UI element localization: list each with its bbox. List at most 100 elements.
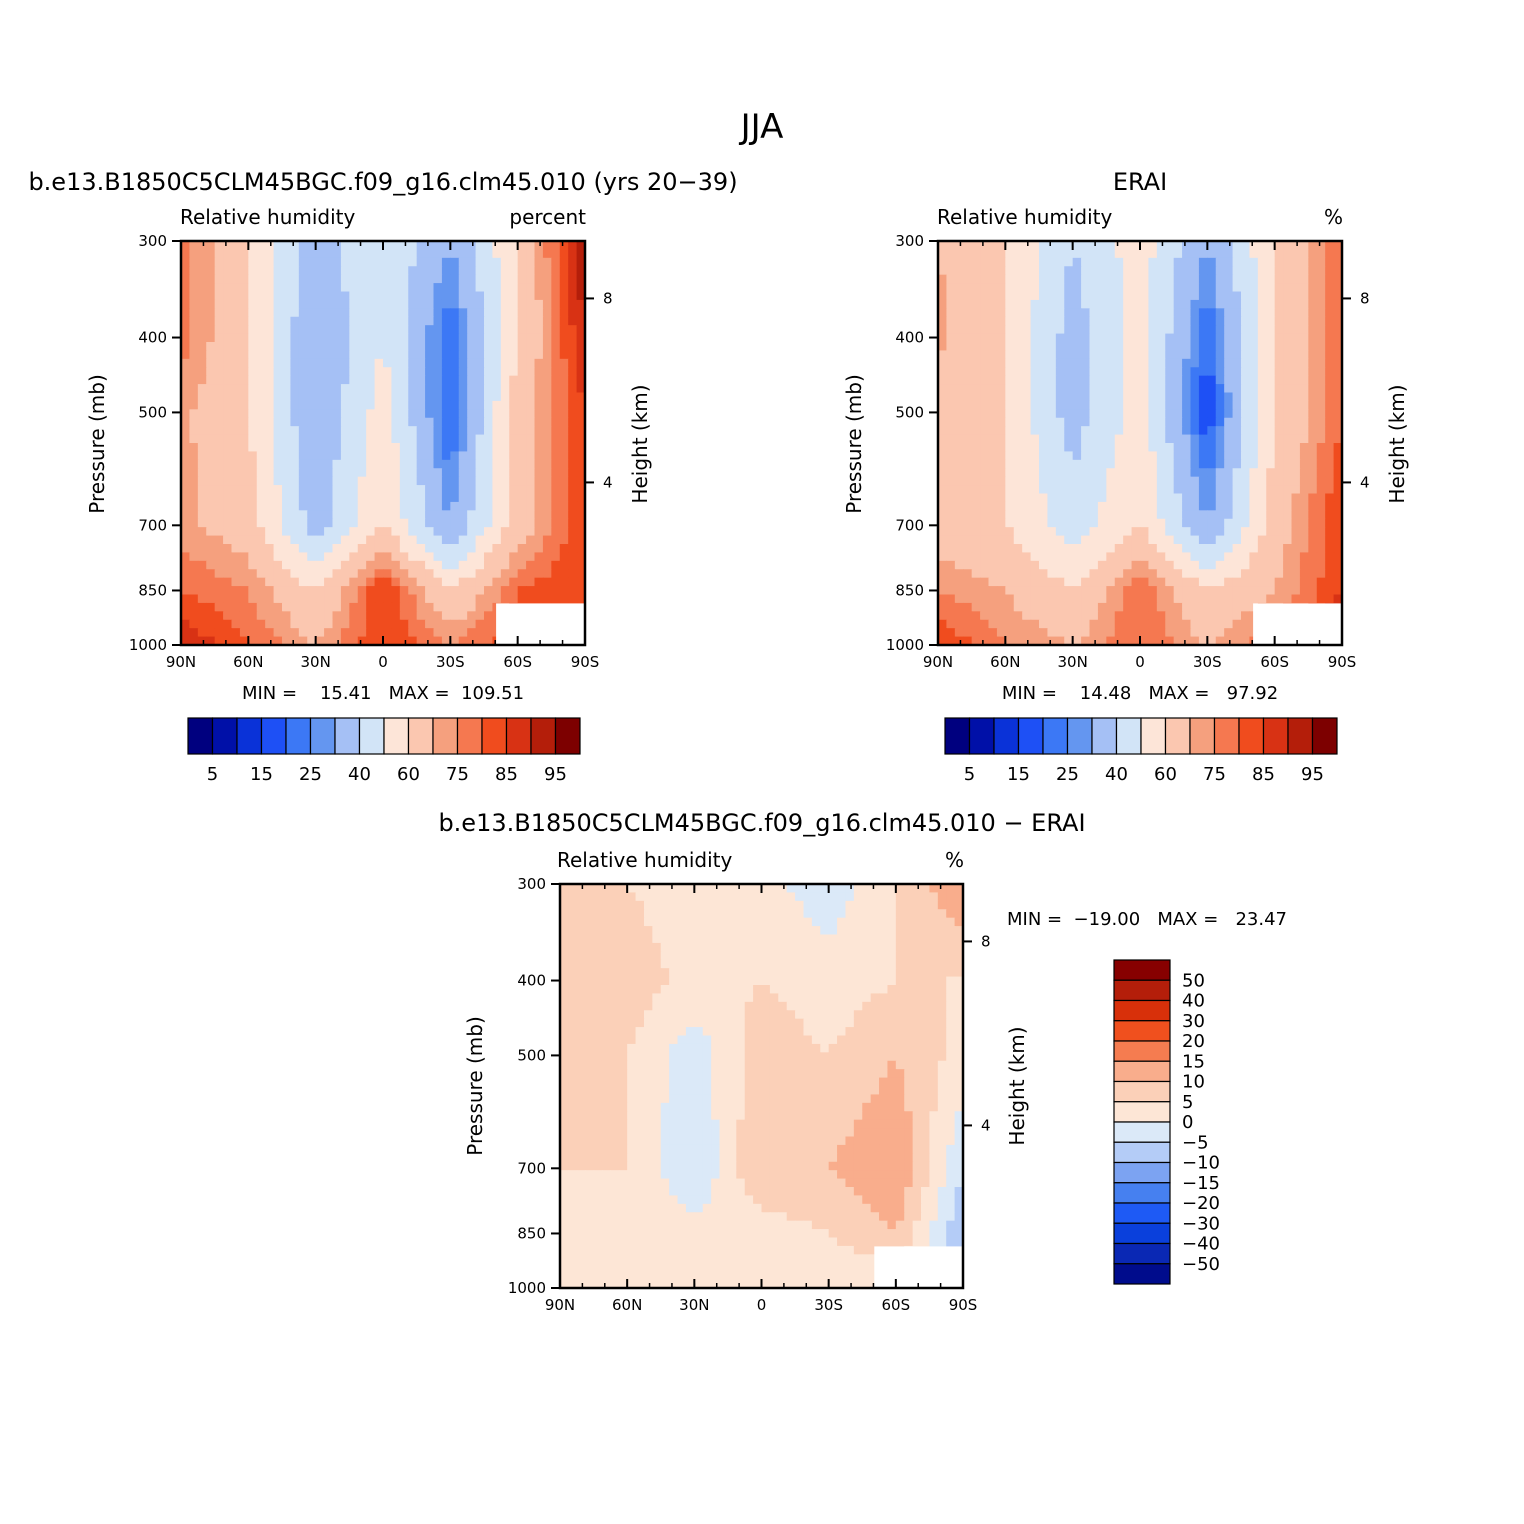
- contour-cell: [1047, 342, 1057, 352]
- contour-cell: [332, 392, 342, 402]
- contour-cell: [1316, 257, 1326, 267]
- contour-cell: [1055, 611, 1065, 621]
- contour-cell: [576, 417, 586, 427]
- contour-cell: [1039, 535, 1049, 545]
- contour-cell: [1308, 409, 1318, 419]
- contour-cell: [206, 266, 216, 276]
- contour-cell: [853, 884, 863, 894]
- contour-cell: [1114, 619, 1124, 629]
- contour-cell: [1148, 308, 1158, 318]
- contour-cell: [433, 586, 443, 596]
- contour-cell: [374, 560, 384, 570]
- contour-cell: [1055, 333, 1065, 343]
- contour-cell: [1215, 342, 1225, 352]
- contour-cell: [1156, 426, 1166, 436]
- contour-cell: [450, 417, 460, 427]
- contour-cell: [189, 283, 199, 293]
- contour-cell: [1190, 493, 1200, 503]
- contour-cell: [1089, 384, 1099, 394]
- contour-cell: [1299, 308, 1309, 318]
- contour-cell: [1182, 535, 1192, 545]
- contour-cell: [315, 333, 325, 343]
- contour-cell: [231, 249, 241, 259]
- contour-cell: [324, 257, 334, 267]
- contour-cell: [425, 367, 435, 377]
- contour-cell: [458, 544, 468, 554]
- contour-cell: [282, 426, 292, 436]
- contour-cell: [1182, 308, 1192, 318]
- contour-cell: [475, 443, 485, 453]
- contour-cell: [1198, 249, 1208, 259]
- missing-data-region: [496, 603, 585, 645]
- contour-cell: [534, 350, 544, 360]
- contour-cell: [441, 350, 451, 360]
- contour-cell: [1291, 400, 1301, 410]
- contour-cell: [643, 884, 653, 894]
- contour-cell: [265, 594, 275, 604]
- contour-cell: [197, 527, 207, 537]
- contour-cell: [1299, 342, 1309, 352]
- contour-cell: [534, 283, 544, 293]
- contour-cell: [1072, 283, 1082, 293]
- contour-cell: [1106, 291, 1116, 301]
- contour-cell: [450, 400, 460, 410]
- contour-cell: [1030, 409, 1040, 419]
- contour-cell: [1165, 358, 1175, 368]
- contour-cell: [441, 619, 451, 629]
- contour-cell: [290, 443, 300, 453]
- contour-cell: [988, 451, 998, 461]
- contour-cell: [206, 544, 216, 554]
- contour-cell: [1089, 375, 1099, 385]
- contour-cell: [1148, 400, 1158, 410]
- contour-cell: [1182, 434, 1192, 444]
- contour-cell: [248, 619, 258, 629]
- contour-cell: [963, 443, 973, 453]
- contour-cell: [408, 417, 418, 427]
- contour-cell: [988, 434, 998, 444]
- contour-cell: [988, 316, 998, 326]
- contour-cell: [248, 375, 258, 385]
- contour-cell: [1148, 586, 1158, 596]
- contour-cell: [1325, 257, 1335, 267]
- contour-cell: [980, 358, 990, 368]
- contour-cell: [912, 892, 922, 902]
- contour-cell: [1123, 241, 1133, 251]
- contour-cell: [1089, 594, 1099, 604]
- contour-cell: [1131, 283, 1141, 293]
- contour-cell: [315, 527, 325, 537]
- contour-cell: [441, 299, 451, 309]
- contour-cell: [223, 241, 233, 251]
- contour-cell: [954, 257, 964, 267]
- contour-cell: [416, 586, 426, 596]
- contour-cell: [1173, 459, 1183, 469]
- contour-cell: [1064, 367, 1074, 377]
- contour-cell: [845, 884, 855, 894]
- contour-cell: [265, 308, 275, 318]
- contour-cell: [1165, 459, 1175, 469]
- contour-cell: [1097, 602, 1107, 612]
- contour-cell: [1030, 569, 1040, 579]
- contour-cell: [1064, 308, 1074, 318]
- contour-cell: [1047, 501, 1057, 511]
- contour-cell: [408, 611, 418, 621]
- contour-cell: [1064, 451, 1074, 461]
- contour-cell: [551, 308, 561, 318]
- x-tick-label: 90S: [1328, 653, 1357, 671]
- contour-cell: [1198, 291, 1208, 301]
- contour-cell: [324, 333, 334, 343]
- contour-cell: [290, 400, 300, 410]
- contour-cell: [492, 434, 502, 444]
- contour-cell: [1257, 400, 1267, 410]
- contour-cell: [1291, 333, 1301, 343]
- contour-cell: [517, 594, 527, 604]
- contour-cell: [1156, 636, 1166, 646]
- contour-cell: [568, 569, 578, 579]
- contour-cell: [1333, 560, 1343, 570]
- contour-cell: [1047, 527, 1057, 537]
- contour-cell: [971, 476, 981, 486]
- contour-cell: [282, 409, 292, 419]
- contour-cell: [1257, 350, 1267, 360]
- contour-cell: [450, 392, 460, 402]
- contour-cell: [340, 468, 350, 478]
- contour-cell: [206, 417, 216, 427]
